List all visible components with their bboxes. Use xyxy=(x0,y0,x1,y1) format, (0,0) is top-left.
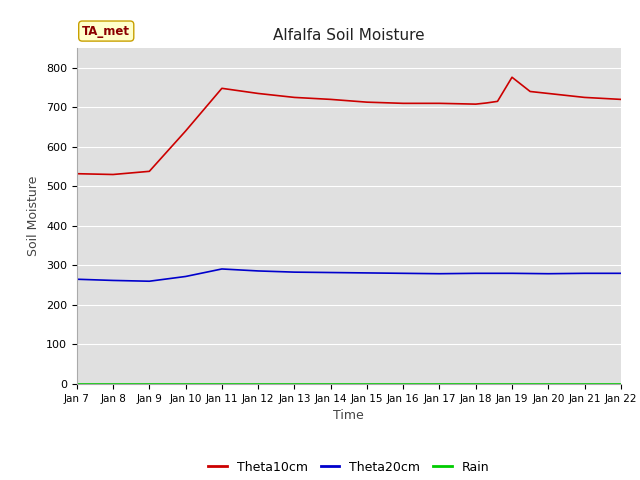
Text: TA_met: TA_met xyxy=(82,24,131,37)
Rain xyxy=(545,381,552,386)
Theta20cm xyxy=(182,274,189,279)
Theta20cm xyxy=(580,270,588,276)
Theta10cm xyxy=(399,100,407,106)
Theta20cm xyxy=(363,270,371,276)
Theta10cm xyxy=(545,91,552,96)
Theta20cm xyxy=(508,270,516,276)
Theta10cm xyxy=(483,100,490,106)
Theta10cm xyxy=(327,96,335,102)
Rain xyxy=(254,381,262,386)
Theta10cm xyxy=(218,85,226,91)
Rain xyxy=(399,381,407,386)
Line: Theta20cm: Theta20cm xyxy=(77,269,621,281)
Rain xyxy=(472,381,479,386)
Rain xyxy=(145,381,153,386)
Theta10cm xyxy=(254,91,262,96)
Theta20cm xyxy=(617,270,625,276)
Theta20cm xyxy=(545,271,552,276)
Theta10cm xyxy=(363,99,371,105)
Rain xyxy=(617,381,625,386)
Theta10cm xyxy=(73,171,81,177)
Theta20cm xyxy=(254,268,262,274)
Theta10cm xyxy=(145,168,153,174)
Theta10cm xyxy=(109,172,117,178)
Rain xyxy=(580,381,588,386)
Rain xyxy=(109,381,117,386)
Theta20cm xyxy=(218,266,226,272)
Rain xyxy=(327,381,335,386)
Theta20cm xyxy=(145,278,153,284)
Theta10cm xyxy=(508,74,516,80)
Rain xyxy=(436,381,444,386)
Rain xyxy=(73,381,81,386)
Line: Theta10cm: Theta10cm xyxy=(77,77,621,175)
Theta20cm xyxy=(472,270,479,276)
Rain xyxy=(291,381,298,386)
Theta20cm xyxy=(291,269,298,275)
Rain xyxy=(182,381,189,386)
Theta20cm xyxy=(399,270,407,276)
Theta10cm xyxy=(580,95,588,100)
Theta20cm xyxy=(327,270,335,276)
Theta10cm xyxy=(493,98,501,104)
Theta10cm xyxy=(436,100,444,106)
Theta10cm xyxy=(472,101,479,107)
Theta20cm xyxy=(73,276,81,282)
Theta10cm xyxy=(182,128,189,134)
Theta10cm xyxy=(526,89,534,95)
Rain xyxy=(218,381,226,386)
Y-axis label: Soil Moisture: Soil Moisture xyxy=(28,176,40,256)
Theta20cm xyxy=(436,271,444,276)
Theta10cm xyxy=(291,95,298,100)
Theta20cm xyxy=(109,277,117,283)
Rain xyxy=(508,381,516,386)
Title: Alfalfa Soil Moisture: Alfalfa Soil Moisture xyxy=(273,28,424,43)
Legend: Theta10cm, Theta20cm, Rain: Theta10cm, Theta20cm, Rain xyxy=(204,456,494,479)
Rain xyxy=(363,381,371,386)
Theta10cm xyxy=(617,96,625,102)
X-axis label: Time: Time xyxy=(333,409,364,422)
